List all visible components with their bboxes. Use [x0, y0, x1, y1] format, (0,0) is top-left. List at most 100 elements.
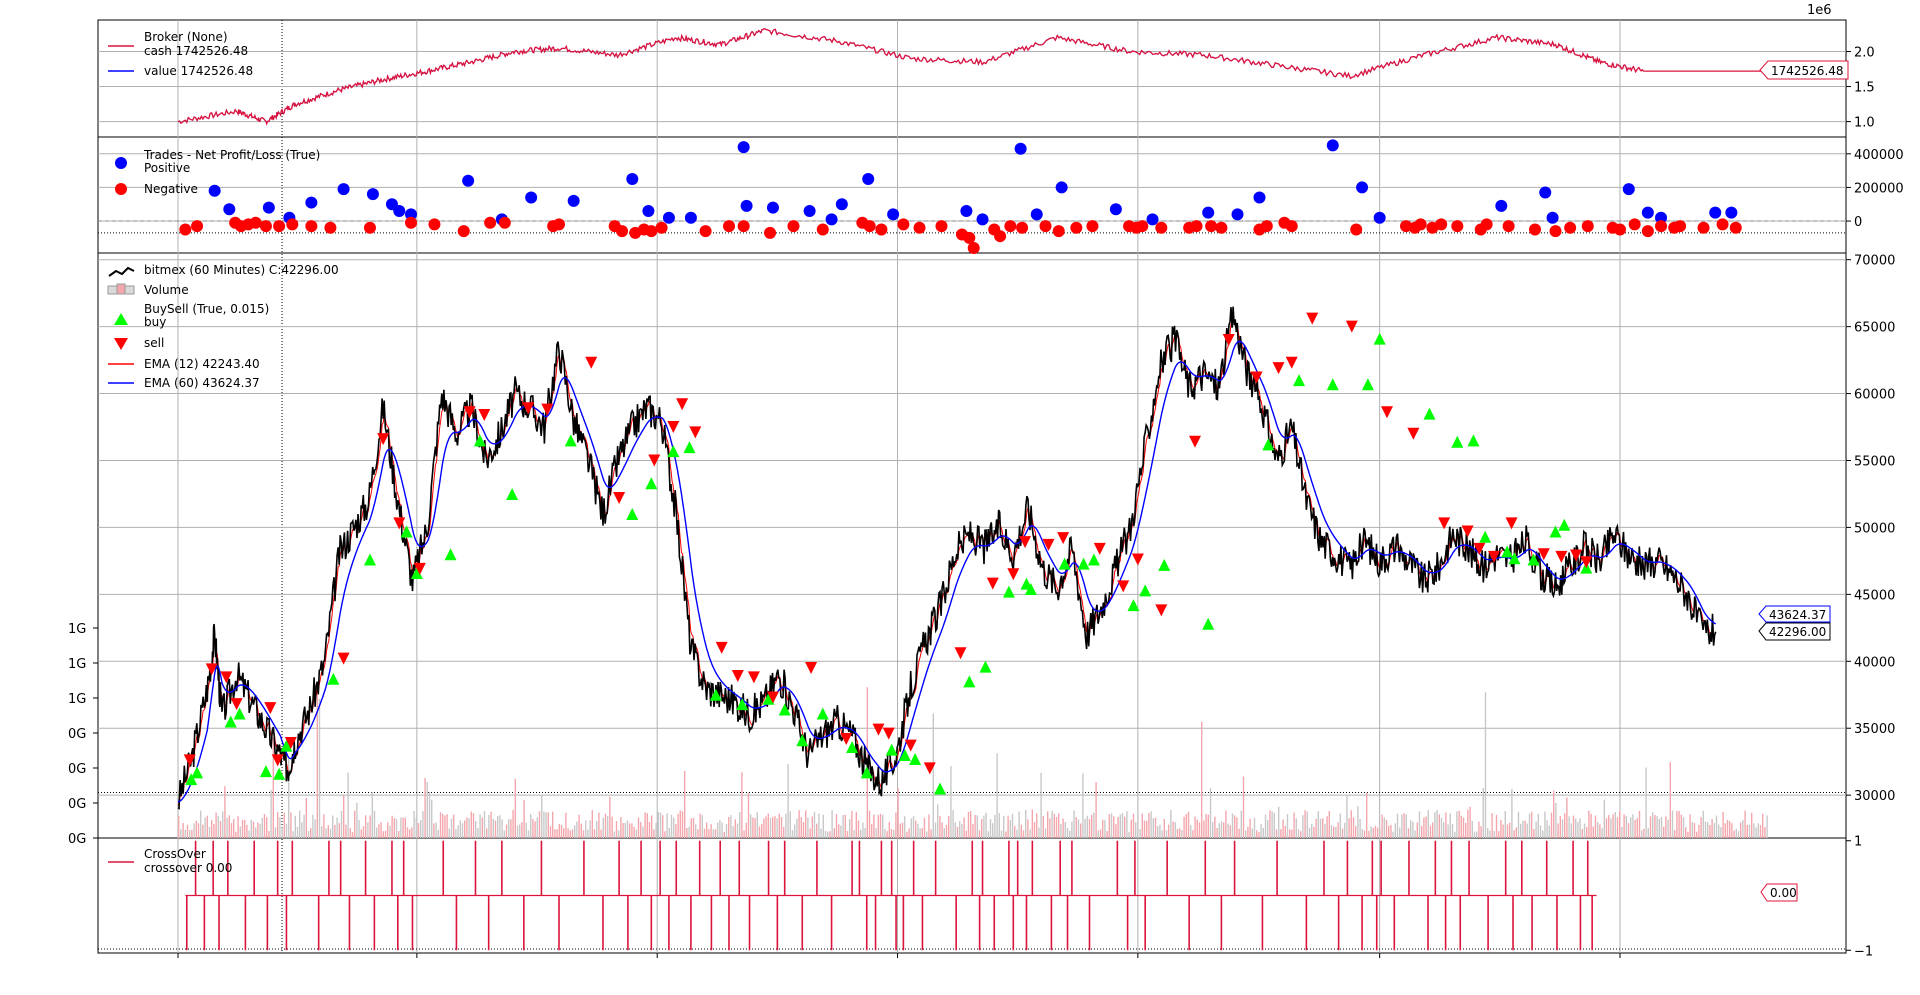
- buy-marker: [860, 766, 873, 779]
- volume-bar: [970, 811, 972, 838]
- volume-bar: [1627, 823, 1630, 838]
- volume-bar: [1174, 822, 1176, 838]
- price-ytick-label: 45000: [1854, 588, 1895, 603]
- volume-bar: [624, 822, 626, 838]
- volume-bar: [943, 827, 945, 838]
- volume-bar: [428, 791, 431, 838]
- volume-bar: [1374, 825, 1377, 838]
- volume-bar: [765, 816, 767, 838]
- volume-bar: [961, 824, 963, 838]
- volume-bar: [1058, 813, 1060, 838]
- volume-bar: [800, 817, 802, 838]
- legend-buy-marker: [114, 313, 128, 325]
- volume-bar: [1159, 824, 1161, 838]
- volume-bar: [1449, 813, 1451, 838]
- volume-bar: [1509, 822, 1511, 838]
- buy-marker: [444, 548, 457, 561]
- volume-bar: [1432, 822, 1434, 838]
- volume-bar: [1575, 818, 1577, 838]
- sell-marker: [1117, 580, 1130, 593]
- negative-trade-marker: [1451, 220, 1464, 233]
- volume-bar: [1610, 818, 1612, 838]
- volume-bar: [1135, 822, 1137, 838]
- volume-bar: [574, 825, 576, 838]
- volume-bar: [928, 814, 930, 838]
- volume-bar: [670, 814, 673, 838]
- volume-bar: [1007, 815, 1009, 838]
- volume-bar: [745, 822, 747, 838]
- crossover-legend: CrossOver crossover 0.00: [108, 847, 232, 875]
- buy-marker: [1558, 518, 1571, 531]
- volume-bar: [285, 823, 288, 838]
- sell-marker: [648, 454, 661, 467]
- legend-sell: sell: [144, 336, 164, 350]
- volume-bar: [1707, 822, 1709, 838]
- volume-bar: [1377, 827, 1379, 838]
- volume-bar: [937, 804, 939, 838]
- volume-bar: [1630, 817, 1632, 838]
- volume-bar: [215, 812, 217, 838]
- buy-marker: [410, 566, 423, 579]
- volume-bar: [879, 813, 882, 838]
- sell-marker: [585, 356, 598, 369]
- volume-bar: [1517, 811, 1520, 838]
- volume-bar: [675, 824, 677, 838]
- volume-bar: [1212, 822, 1214, 838]
- volume-bar: [787, 764, 789, 838]
- volume-bar: [699, 813, 701, 838]
- volume-bar: [844, 814, 846, 838]
- volume-bar: [1064, 822, 1066, 838]
- positive-trade-marker: [662, 211, 675, 224]
- volume-bar: [1506, 824, 1509, 838]
- volume-ytick-label: 0G: [68, 832, 86, 847]
- negative-trade-marker: [1190, 220, 1203, 233]
- volume-bar: [516, 825, 519, 838]
- volume-bar: [239, 826, 241, 838]
- volume-bar: [1649, 816, 1652, 838]
- volume-bar: [776, 818, 778, 838]
- buy-marker: [191, 766, 204, 779]
- volume-bar: [1535, 821, 1537, 838]
- volume-bar: [1236, 817, 1238, 838]
- volume-bar: [578, 814, 580, 838]
- buy-marker: [816, 707, 829, 720]
- sell-marker: [1306, 312, 1319, 325]
- volume-bar: [884, 828, 886, 838]
- volume-bar: [728, 816, 730, 838]
- volume-bar: [512, 810, 514, 838]
- volume-bar: [1724, 823, 1726, 838]
- volume-bar: [281, 827, 283, 838]
- volume-bar: [274, 827, 277, 838]
- volume-bar: [226, 817, 228, 838]
- volume-bar: [849, 819, 851, 838]
- volume-bar: [899, 823, 901, 838]
- positive-trade-marker: [1231, 208, 1244, 221]
- volume-bar: [934, 822, 937, 838]
- volume-bar: [824, 830, 827, 838]
- buy-marker: [979, 660, 992, 673]
- volume-bar: [679, 810, 681, 838]
- positive-trade-marker: [737, 141, 750, 154]
- positive-trade-marker: [393, 204, 406, 217]
- volume-bar: [811, 816, 813, 838]
- volume-bar: [1740, 822, 1742, 838]
- volume-bar: [877, 815, 879, 838]
- volume-bar: [1594, 815, 1597, 838]
- sell-marker: [271, 754, 284, 767]
- volume-bar: [497, 815, 499, 838]
- volume-bar: [1370, 826, 1372, 838]
- volume-bar: [1106, 831, 1108, 838]
- volume-bar: [1401, 814, 1403, 838]
- volume-bar: [1696, 831, 1698, 838]
- positive-trade-marker: [1202, 206, 1215, 219]
- negative-trade-marker: [457, 225, 470, 238]
- trades-ytick-label: 0: [1854, 215, 1862, 230]
- volume-bar: [1443, 822, 1445, 838]
- volume-bar: [1691, 822, 1693, 838]
- volume-bar: [1172, 821, 1174, 838]
- volume-bar: [530, 813, 532, 838]
- volume-bar: [1438, 814, 1440, 838]
- sell-marker: [1407, 427, 1420, 440]
- buy-marker: [645, 477, 658, 490]
- volume-bar: [756, 812, 758, 838]
